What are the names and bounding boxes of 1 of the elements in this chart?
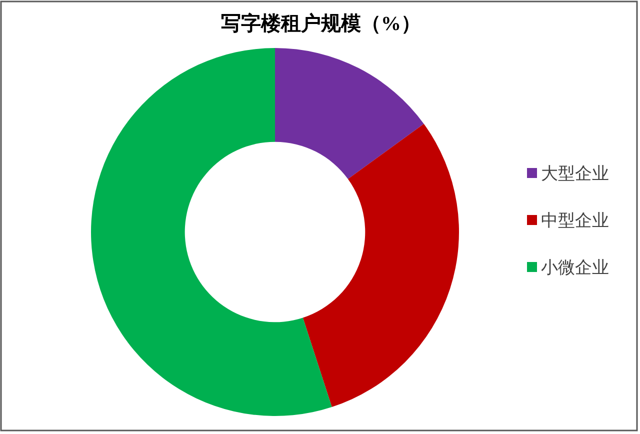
title: 写字楼租户规模（%） [221, 13, 421, 35]
